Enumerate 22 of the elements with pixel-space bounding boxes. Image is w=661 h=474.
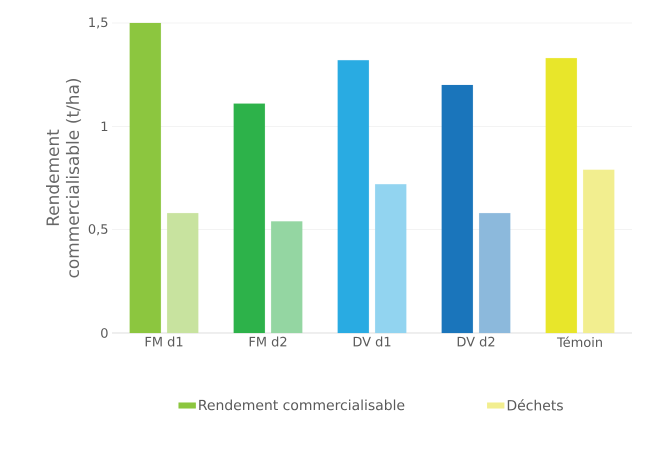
y-tick-label: 0 xyxy=(101,328,108,338)
y-tick-label: 0,5 xyxy=(88,224,108,236)
y-tick-label: 1 xyxy=(102,122,108,132)
x-tick-label: Témoin xyxy=(556,336,602,348)
bar xyxy=(234,104,265,334)
bar xyxy=(583,170,614,334)
legend-label: Déchets xyxy=(508,399,563,411)
bar xyxy=(271,221,302,334)
y-axis-title: Rendement commercialisable (t/ha) xyxy=(46,78,82,278)
bar xyxy=(479,213,510,334)
bar xyxy=(375,184,406,334)
x-tick-label: DV d1 xyxy=(354,336,390,347)
bar xyxy=(130,22,161,334)
bar xyxy=(167,213,198,334)
bar xyxy=(338,60,369,334)
x-tick-label: DV d2 xyxy=(458,336,494,347)
bar xyxy=(546,58,577,334)
bar xyxy=(442,84,473,334)
legend-label: Rendement commercialisable xyxy=(199,399,404,410)
x-tick-label: FM d1 xyxy=(146,336,182,347)
y-tick-label: 1,5 xyxy=(89,18,108,28)
x-tick-label: FM d2 xyxy=(250,336,286,347)
